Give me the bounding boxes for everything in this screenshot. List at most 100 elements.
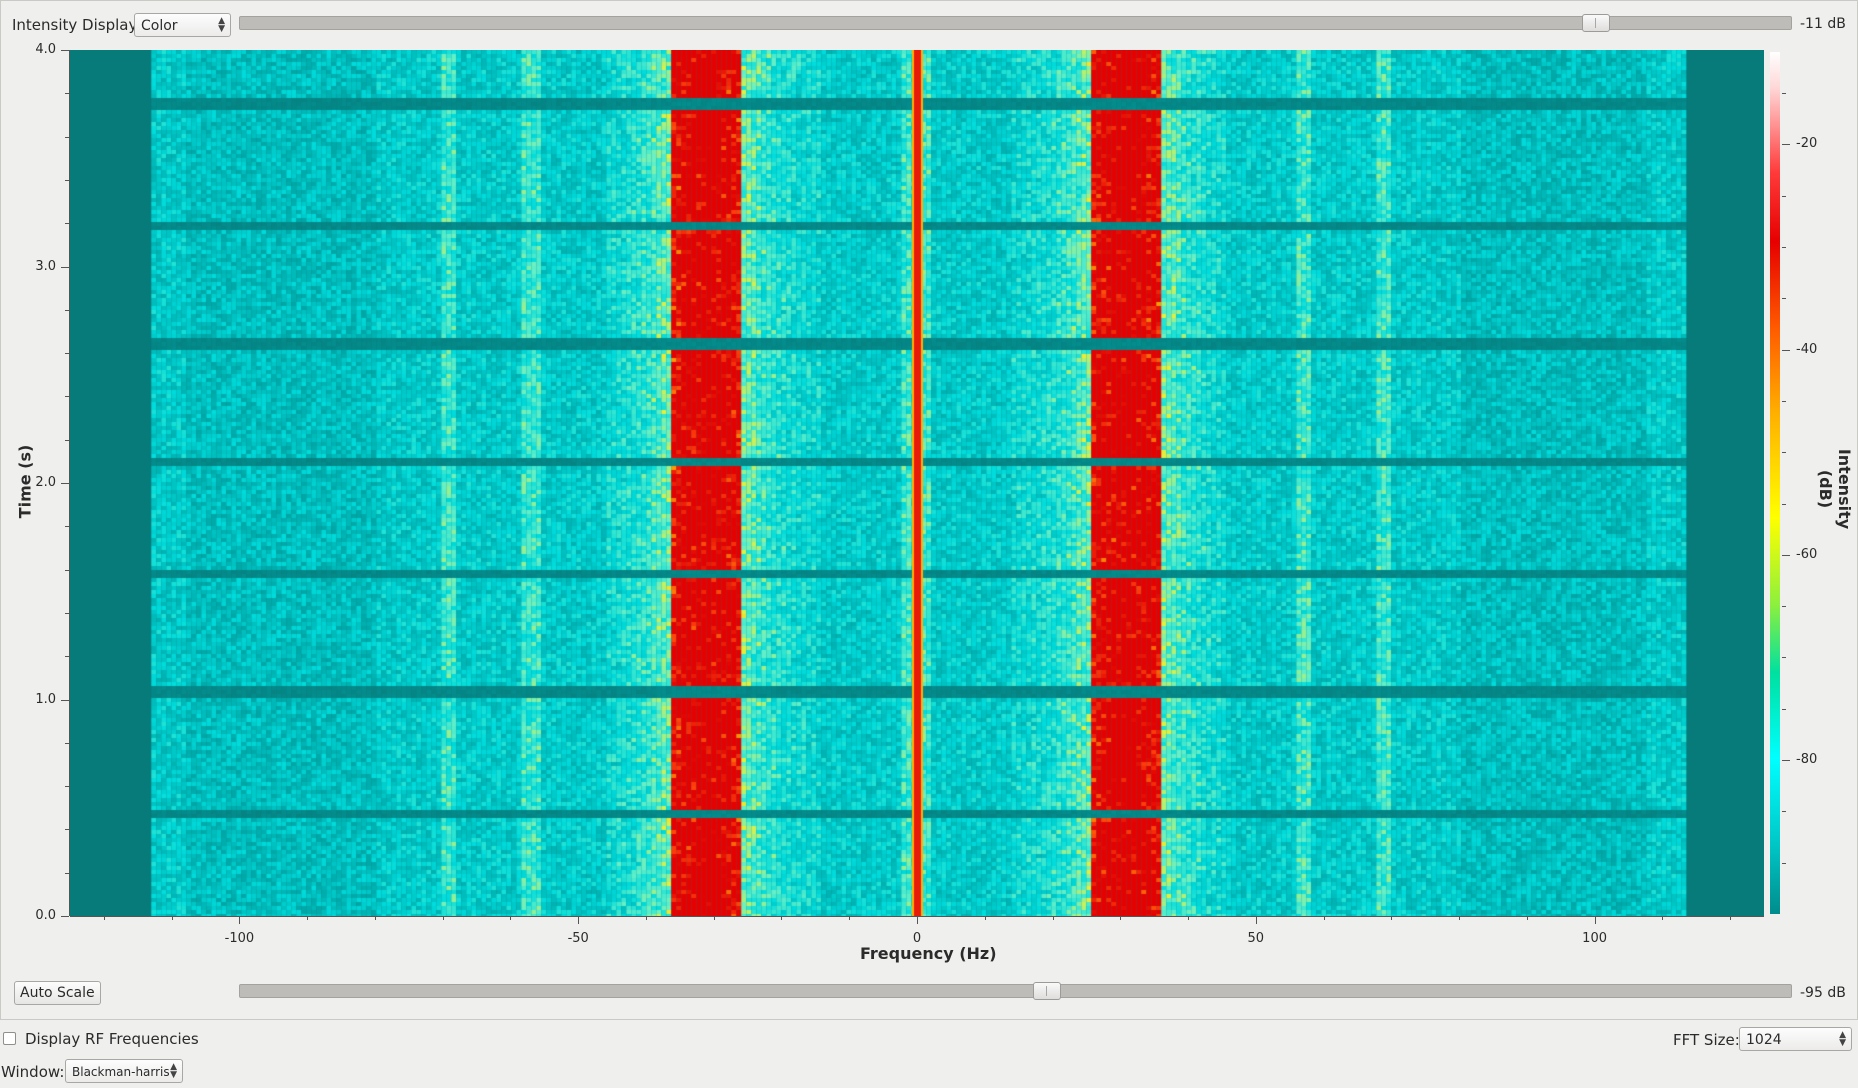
intensity-display-select[interactable]: Color ▲ ▼ xyxy=(134,13,231,37)
waterfall-canvas xyxy=(70,50,1764,916)
y-tick xyxy=(61,50,69,51)
colorbar-tick xyxy=(1782,760,1790,762)
y-tick-label: 4.0 xyxy=(35,42,56,57)
y-minor-tick xyxy=(65,396,69,398)
colorbar-minor-tick xyxy=(1782,195,1786,197)
x-minor-tick xyxy=(713,916,715,920)
y-minor-tick xyxy=(65,93,69,95)
x-minor-tick xyxy=(781,916,783,920)
y-minor-tick xyxy=(65,742,69,744)
intensity-display-value: Color xyxy=(141,18,178,34)
min-intensity-slider-handle[interactable] xyxy=(1033,982,1061,1000)
x-tick-label: 50 xyxy=(1247,931,1265,946)
x-tick xyxy=(1594,916,1596,924)
x-minor-tick xyxy=(1459,916,1461,920)
x-minor-tick xyxy=(171,916,173,920)
y-minor-tick xyxy=(65,136,69,138)
min-db-label: -95 dB xyxy=(1800,985,1846,1001)
colorbar-minor-tick xyxy=(1782,862,1786,864)
colorbar-minor-tick xyxy=(1782,657,1786,659)
window-value: Blackman-harris xyxy=(72,1065,170,1079)
colorbar-minor-tick xyxy=(1782,93,1786,95)
colorbar-minor-tick xyxy=(1782,349,1786,351)
colorbar-minor-tick xyxy=(1782,554,1786,556)
updown-arrows-icon: ▲ ▼ xyxy=(218,16,225,34)
x-minor-tick xyxy=(307,916,309,920)
y-minor-tick xyxy=(65,223,69,225)
y-tick-label: 2.0 xyxy=(35,475,56,490)
x-tick xyxy=(1255,916,1257,924)
x-minor-tick xyxy=(1662,916,1664,920)
colorbar-minor-tick xyxy=(1782,760,1786,762)
max-db-label: -11 dB xyxy=(1800,16,1846,32)
fft-size-label: FFT Size: xyxy=(1673,1031,1740,1049)
x-minor-tick xyxy=(1052,916,1054,920)
max-intensity-slider-handle[interactable] xyxy=(1582,14,1610,32)
x-minor-tick xyxy=(103,916,105,920)
x-minor-tick xyxy=(1188,916,1190,920)
x-tick-label: 0 xyxy=(912,931,922,946)
x-minor-tick xyxy=(984,916,986,920)
colorbar-tick-label: -20 xyxy=(1796,136,1818,152)
y-minor-tick xyxy=(65,353,69,355)
y-minor-tick xyxy=(65,872,69,874)
y-minor-tick xyxy=(65,309,69,311)
colorbar xyxy=(1770,52,1780,914)
colorbar-tick xyxy=(1782,144,1790,146)
x-minor-tick xyxy=(1730,916,1732,920)
x-tick-label: 100 xyxy=(1582,931,1607,946)
colorbar-minor-tick xyxy=(1782,811,1786,813)
y-minor-tick xyxy=(65,829,69,831)
y-minor-tick xyxy=(65,569,69,571)
y-minor-tick xyxy=(65,439,69,441)
max-intensity-slider[interactable] xyxy=(239,14,1792,32)
y-tick-label: 3.0 xyxy=(35,258,56,274)
x-minor-tick xyxy=(1323,916,1325,920)
auto-scale-button[interactable]: Auto Scale xyxy=(14,981,101,1005)
colorbar-minor-tick xyxy=(1782,503,1786,505)
intensity-display-label: Intensity Display: xyxy=(12,16,142,34)
y-tick xyxy=(61,916,69,917)
colorbar-tick xyxy=(1782,349,1790,351)
colorbar-tick-label: -80 xyxy=(1796,752,1818,768)
waterfall-plot[interactable] xyxy=(70,50,1764,916)
x-minor-tick xyxy=(645,916,647,920)
window-label: Window: xyxy=(1,1063,65,1081)
y-minor-tick xyxy=(65,786,69,788)
y-minor-tick xyxy=(65,656,69,658)
x-axis-title: Frequency (Hz) xyxy=(860,944,997,963)
colorbar-tick-label: -60 xyxy=(1796,546,1818,562)
y-tick xyxy=(61,483,69,484)
x-minor-tick xyxy=(374,916,376,920)
x-tick xyxy=(917,916,918,924)
y-tick-label: 1.0 xyxy=(35,691,56,707)
window-select[interactable]: Blackman-harris ▲ ▼ xyxy=(65,1059,183,1083)
display-rf-label: Display RF Frequencies xyxy=(25,1030,199,1048)
colorbar-title: Intensity (dB) xyxy=(1816,448,1854,530)
y-minor-tick xyxy=(65,612,69,614)
display-rf-checkbox[interactable] xyxy=(3,1032,16,1045)
colorbar-minor-tick xyxy=(1782,144,1786,146)
y-axis-title: Time (s) xyxy=(15,444,35,519)
fft-size-value: 1024 xyxy=(1746,1032,1782,1048)
updown-arrows-icon: ▲ ▼ xyxy=(1839,1030,1846,1048)
y-minor-tick xyxy=(65,526,69,528)
x-tick-label: -100 xyxy=(224,931,255,946)
x-minor-tick xyxy=(1120,916,1122,920)
x-tick xyxy=(578,916,580,924)
updown-arrows-icon: ▲ ▼ xyxy=(170,1062,177,1080)
x-minor-tick xyxy=(442,916,444,920)
x-minor-tick xyxy=(510,916,512,920)
colorbar-minor-tick xyxy=(1782,606,1786,608)
y-axis-line xyxy=(69,50,70,916)
x-minor-tick xyxy=(849,916,851,920)
min-intensity-slider[interactable] xyxy=(239,982,1792,1000)
y-tick-label: 0.0 xyxy=(35,908,56,923)
colorbar-minor-tick xyxy=(1782,708,1786,710)
fft-size-select[interactable]: 1024 ▲ ▼ xyxy=(1739,1027,1852,1051)
colorbar-tick xyxy=(1782,554,1790,556)
x-tick-label: -50 xyxy=(567,931,589,946)
colorbar-minor-tick xyxy=(1782,452,1786,454)
colorbar-minor-tick xyxy=(1782,246,1786,248)
x-minor-tick xyxy=(1391,916,1393,920)
